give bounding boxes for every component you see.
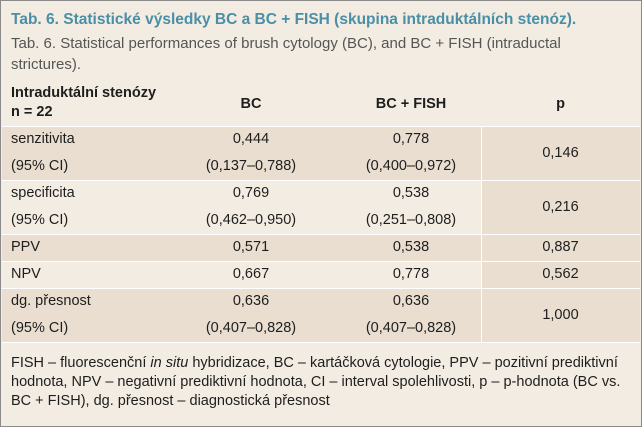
column-separator bbox=[481, 126, 482, 342]
footnote-text-cont: hybridizace, BC – kartáčková cytologie, … bbox=[11, 355, 621, 409]
cell-bc: (0,407–0,828) bbox=[205, 320, 297, 336]
row-separator bbox=[2, 180, 640, 181]
cell-bc: 0,667 bbox=[232, 266, 270, 282]
row-separator bbox=[2, 342, 640, 343]
row-label: dg. přesnost bbox=[11, 293, 91, 309]
row-label: NPV bbox=[11, 266, 41, 282]
row-separator bbox=[2, 261, 640, 262]
cell-bc: 0,769 bbox=[232, 185, 270, 201]
cell-bc: 0,571 bbox=[232, 239, 270, 255]
header-n: n = 22 bbox=[11, 104, 53, 120]
cell-bc-fish: (0,400–0,972) bbox=[365, 158, 457, 174]
cell-bc-fish: 0,538 bbox=[392, 239, 430, 255]
row-label: (95% CI) bbox=[11, 212, 69, 228]
table-subtitle: Tab. 6. Statistical performances of brus… bbox=[11, 35, 561, 73]
cell-bc: (0,137–0,788) bbox=[205, 158, 297, 174]
p-value-accuracy: 1,000 bbox=[542, 307, 579, 323]
cell-bc: 0,444 bbox=[232, 131, 270, 147]
cell-bc: 0,636 bbox=[232, 293, 270, 309]
cell-bc: (0,462–0,950) bbox=[205, 212, 297, 228]
cell-bc-fish: 0,778 bbox=[392, 131, 430, 147]
table-title: Tab. 6. Statistické výsledky BC a BC + F… bbox=[11, 11, 577, 28]
p-value-sensitivity: 0,146 bbox=[542, 145, 579, 161]
table-footnote: FISH – fluorescenční in situ hybridizace… bbox=[11, 354, 631, 411]
row-label: senzitivita bbox=[11, 131, 75, 147]
cell-bc-fish: 0,538 bbox=[392, 185, 430, 201]
header-bc-fish: BC + FISH bbox=[375, 96, 447, 112]
row-separator bbox=[2, 126, 640, 127]
row-separator bbox=[2, 288, 640, 289]
band-ppv bbox=[2, 234, 640, 261]
cell-bc-fish: 0,636 bbox=[392, 293, 430, 309]
header-p: p bbox=[556, 96, 565, 112]
footnote-text: FISH – fluorescenční bbox=[11, 355, 151, 371]
row-separator bbox=[2, 234, 640, 235]
row-label: (95% CI) bbox=[11, 158, 69, 174]
footnote-italic: in situ bbox=[150, 355, 189, 371]
band-sensitivity bbox=[2, 126, 640, 180]
band-p-npv bbox=[481, 261, 640, 288]
cell-bc-fish: (0,407–0,828) bbox=[365, 320, 457, 336]
band-accuracy bbox=[2, 288, 640, 342]
cell-bc-fish: (0,251–0,808) bbox=[365, 212, 457, 228]
header-group: Intraduktální stenózy bbox=[11, 85, 157, 101]
p-value-npv: 0,562 bbox=[542, 266, 579, 282]
cell-bc-fish: 0,778 bbox=[392, 266, 430, 282]
row-label: PPV bbox=[11, 239, 41, 255]
p-value-ppv: 0,887 bbox=[542, 239, 579, 255]
row-label: (95% CI) bbox=[11, 320, 69, 336]
p-value-specificity: 0,216 bbox=[542, 199, 579, 215]
row-label: specificita bbox=[11, 185, 75, 201]
band-p-specificity bbox=[481, 180, 640, 234]
header-bc: BC bbox=[240, 96, 262, 112]
